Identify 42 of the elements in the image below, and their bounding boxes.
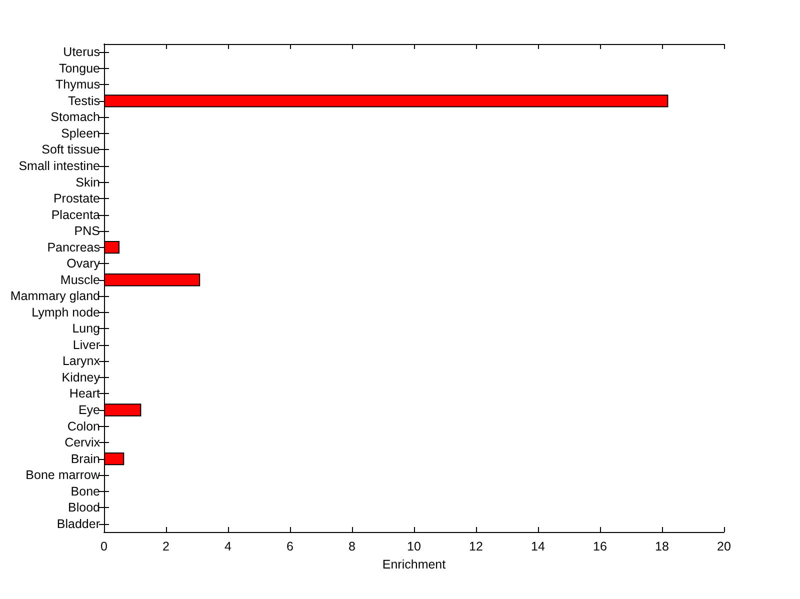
y-tick-label: Bone [70, 484, 100, 498]
y-tick-label: Testis [68, 94, 100, 108]
y-tick-label: Soft tissue [42, 142, 100, 157]
y-tick-label: Liver [72, 338, 100, 352]
y-tick-label: Thymus [56, 78, 100, 92]
y-tick-label: Small intestine [18, 159, 100, 173]
y-tick-label: Muscle [60, 272, 100, 287]
x-axis-title: Enrichment [382, 557, 446, 572]
x-tick-label: 2 [162, 540, 170, 554]
y-tick-label: Brain [70, 452, 100, 466]
y-tick-label: Skin [76, 175, 100, 190]
x-tick-label: 4 [224, 540, 232, 554]
x-tick-label: 0 [100, 540, 108, 554]
y-tick-label: Uterus [63, 45, 100, 60]
y-tick-label: Bladder [56, 516, 100, 531]
x-tick-label: 10 [407, 540, 421, 554]
y-tick-label: Larynx [62, 354, 101, 368]
y-tick-label: Ovary [66, 256, 101, 271]
y-tick-label: Tongue [58, 61, 100, 76]
y-tick-label: Prostate [53, 192, 100, 206]
y-tick-label: Blood [68, 500, 100, 515]
x-tick-label: 12 [469, 540, 483, 554]
y-tick-label: Eye [78, 403, 100, 417]
y-tick-label: Cervix [64, 436, 101, 450]
y-tick-label: Stomach [50, 110, 100, 124]
y-tick-label: Mammary gland [10, 289, 100, 304]
x-tick-label: 18 [655, 540, 669, 554]
y-tick-label: Lymph node [32, 305, 100, 320]
y-tick-label: Heart [69, 386, 101, 401]
x-tick-label: 6 [286, 540, 294, 554]
y-tick-label: Kidney [62, 370, 101, 384]
x-tick-label: 16 [593, 540, 607, 554]
y-tick-label: Lung [72, 322, 100, 336]
x-tick-label: 20 [717, 540, 731, 554]
x-tick-label: 14 [531, 540, 545, 554]
y-tick-label: Bone marrow [26, 468, 101, 482]
y-tick-label: Spleen [61, 126, 100, 140]
y-tick-label: Pancreas [47, 240, 100, 254]
y-tick-label: Placenta [51, 208, 100, 222]
y-tick-label: PNS [74, 224, 100, 238]
y-tick-label: Colon [67, 419, 100, 434]
x-tick-label: 8 [348, 540, 356, 554]
